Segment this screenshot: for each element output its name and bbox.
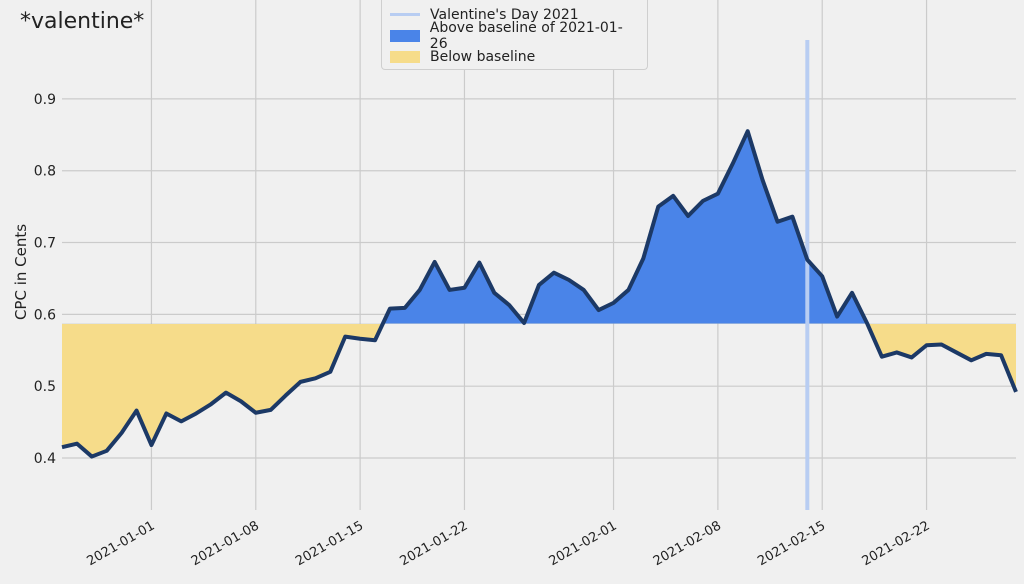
x-tick-label: 2021-02-22 [860, 518, 933, 569]
cpc-line [61, 129, 1018, 459]
legend-item-valentine: Valentine's Day 2021 [390, 4, 639, 25]
x-tick-label: 2021-01-01 [84, 518, 157, 569]
above-baseline-area [382, 131, 868, 324]
x-tick-label: 2021-02-08 [651, 518, 724, 569]
y-tick-label: 0.5 [34, 379, 56, 395]
y-tick-label: 0.7 [34, 236, 56, 252]
y-tick-label: 0.8 [34, 164, 56, 180]
y-tick-label: 0.6 [34, 307, 56, 323]
x-tick-label: 2021-01-15 [293, 518, 366, 569]
legend-swatch-valentine [390, 13, 420, 16]
legend-item-below: Below baseline [390, 46, 639, 67]
legend-label: Above baseline of 2021-01-26 [429, 19, 623, 52]
legend: Valentine's Day 2021 Above baseline of 2… [381, 0, 648, 70]
legend-label: Valentine's Day 2021 [430, 6, 579, 23]
x-tick-label: 2021-01-08 [189, 518, 262, 569]
y-tick-label: 0.4 [34, 451, 56, 467]
legend-swatch-below [390, 50, 420, 63]
legend-label: Below baseline [430, 48, 536, 65]
x-tick-label: 2021-01-22 [398, 518, 471, 569]
x-tick-label: 2021-02-01 [547, 518, 620, 569]
legend-item-above: Above baseline of 2021-01-26 [390, 20, 639, 52]
chart-title: *valentine* [20, 9, 144, 34]
y-axis-label: CPC in Cents [12, 224, 30, 320]
y-tick-label: 0.9 [34, 92, 56, 108]
below-baseline-area [62, 323, 1016, 457]
x-tick-label: 2021-02-15 [755, 518, 828, 569]
legend-swatch-above [390, 29, 420, 42]
